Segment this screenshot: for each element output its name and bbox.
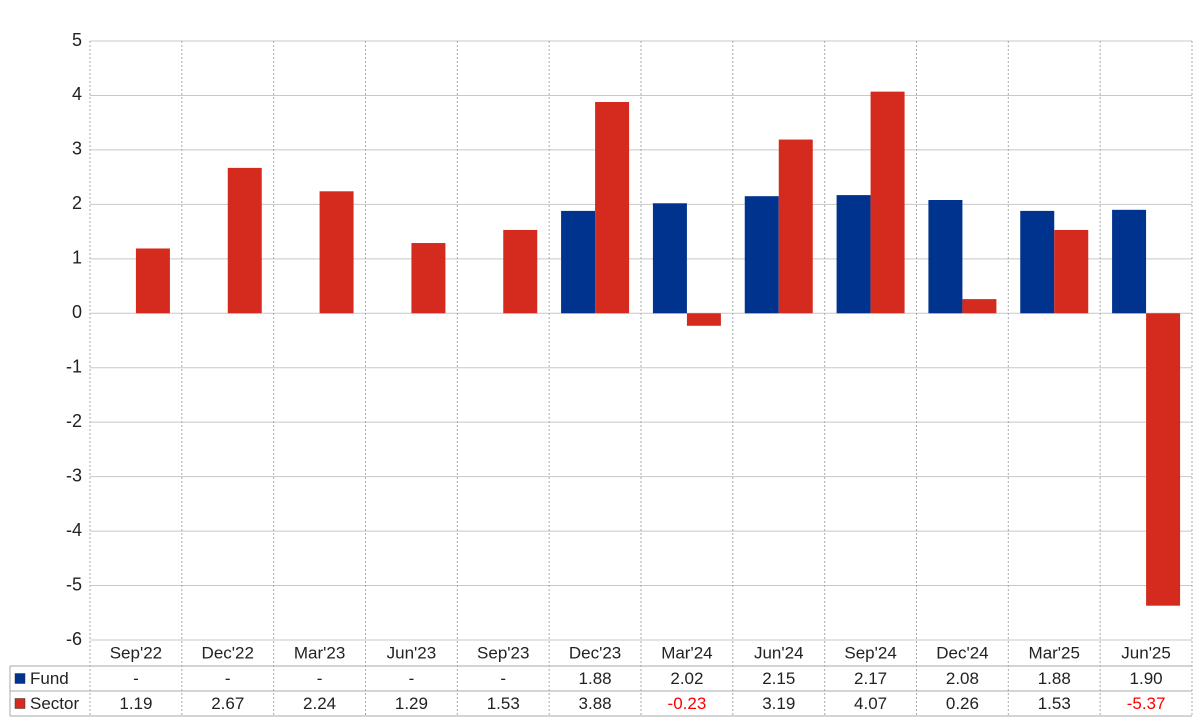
table-value: 3.19	[762, 694, 795, 713]
table-value: 1.88	[1038, 669, 1071, 688]
y-tick-label: -1	[66, 356, 82, 376]
table-value: 2.67	[211, 694, 244, 713]
x-tick-label: Mar'25	[1029, 643, 1080, 662]
y-tick-label: -4	[66, 520, 82, 540]
bar	[1020, 210, 1055, 314]
bar	[1054, 229, 1089, 314]
table-value: -	[133, 669, 139, 688]
bar	[778, 139, 813, 314]
x-tick-label: Sep'24	[844, 643, 896, 662]
table-value: 2.08	[946, 669, 979, 688]
y-tick-label: 4	[72, 84, 82, 104]
bar	[836, 195, 871, 314]
table-value: 2.02	[670, 669, 703, 688]
legend-label: Fund	[30, 669, 69, 688]
x-tick-label: Mar'23	[294, 643, 345, 662]
bar	[135, 248, 170, 314]
bar	[744, 196, 779, 314]
table-value: -	[409, 669, 415, 688]
x-tick-label: Dec'24	[936, 643, 988, 662]
bar	[561, 210, 596, 314]
table-value: 1.88	[579, 669, 612, 688]
table-value: 3.88	[579, 694, 612, 713]
table-value: 1.53	[487, 694, 520, 713]
table-value: 1.29	[395, 694, 428, 713]
x-tick-label: Jun'25	[1121, 643, 1171, 662]
y-tick-label: -5	[66, 574, 82, 594]
x-tick-label: Mar'24	[661, 643, 712, 662]
x-tick-label: Jun'23	[387, 643, 437, 662]
bar	[870, 91, 905, 314]
bar	[962, 299, 997, 314]
table-value: -	[500, 669, 506, 688]
table-value: -5.37	[1127, 694, 1166, 713]
bar	[928, 200, 963, 314]
y-tick-label: 2	[72, 193, 82, 213]
table-value: 4.07	[854, 694, 887, 713]
y-tick-label: 0	[72, 302, 82, 322]
table-value: 1.90	[1130, 669, 1163, 688]
table-value: -	[225, 669, 231, 688]
legend-swatch	[14, 698, 26, 709]
y-tick-label: -6	[66, 629, 82, 649]
x-tick-label: Jun'24	[754, 643, 804, 662]
bar	[652, 203, 687, 314]
legend-label: Sector	[30, 694, 79, 713]
bar	[1146, 313, 1181, 606]
x-tick-label: Dec'23	[569, 643, 621, 662]
x-tick-label: Dec'22	[202, 643, 254, 662]
y-tick-label: -3	[66, 465, 82, 485]
y-tick-label: 3	[72, 139, 82, 159]
y-tick-label: 5	[72, 30, 82, 50]
bar	[411, 243, 446, 314]
bar	[319, 191, 354, 314]
bar	[1112, 209, 1147, 314]
y-tick-label: 1	[72, 248, 82, 268]
table-value: -	[317, 669, 323, 688]
bar	[595, 101, 630, 314]
bar	[227, 167, 262, 314]
x-tick-label: Sep'23	[477, 643, 529, 662]
bar	[686, 313, 721, 326]
table-value: 2.17	[854, 669, 887, 688]
table-value: -0.23	[668, 694, 707, 713]
table-value: 1.19	[119, 694, 152, 713]
y-tick-label: -2	[66, 411, 82, 431]
table-value: 2.24	[303, 694, 336, 713]
x-tick-label: Sep'22	[110, 643, 162, 662]
table-value: 0.26	[946, 694, 979, 713]
table-value: 2.15	[762, 669, 795, 688]
legend-swatch	[14, 673, 26, 684]
table-value: 1.53	[1038, 694, 1071, 713]
bar	[503, 229, 538, 314]
